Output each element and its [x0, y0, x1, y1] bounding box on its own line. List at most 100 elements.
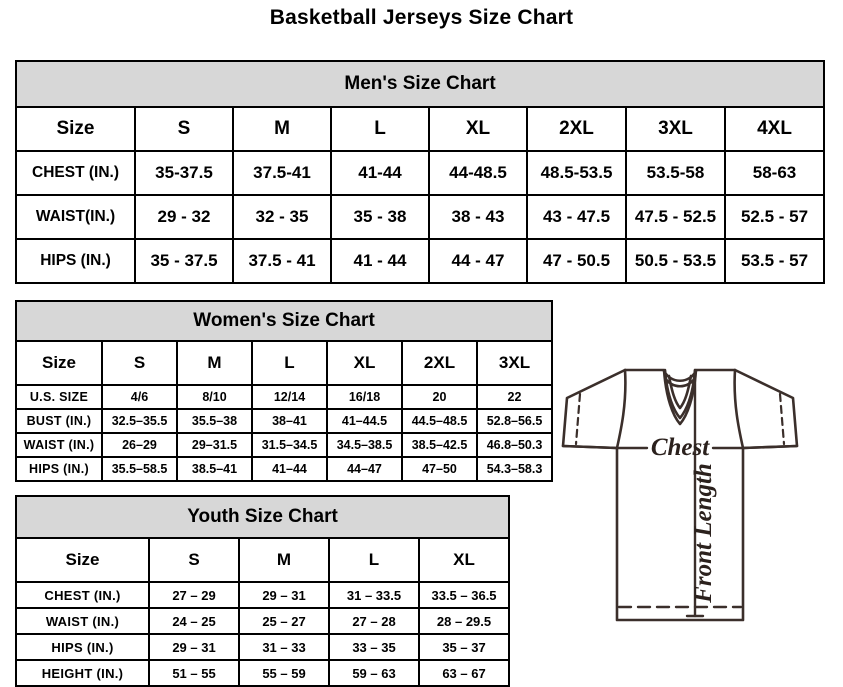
youth-row-label: WAIST (IN.) [15, 607, 150, 635]
table-row: WAIST(IN.) 29 - 32 32 - 35 35 - 38 38 - … [15, 194, 826, 240]
womens-header-xl: XL [326, 340, 403, 386]
womens-band-title: Women's Size Chart [14, 300, 554, 342]
womens-header-2xl: 2XL [401, 340, 478, 386]
youth-band-title: Youth Size Chart [14, 495, 511, 539]
youth-cell: 28 – 29.5 [417, 607, 511, 635]
womens-header-size: Size [15, 340, 103, 386]
mens-cell: 58-63 [723, 150, 826, 196]
mens-cell: 50.5 - 53.5 [625, 238, 726, 284]
youth-cell: 27 – 29 [148, 581, 240, 609]
youth-header-xl: XL [417, 537, 511, 583]
mens-cell: 35-37.5 [134, 150, 234, 196]
jersey-measurement-diagram: Chest Front Length [525, 358, 835, 658]
youth-cell: 35 – 37 [417, 633, 511, 661]
table-row: HIPS (IN.) 29 – 31 31 – 33 33 – 35 35 – … [15, 633, 511, 661]
womens-header-l: L [251, 340, 328, 386]
womens-cell: 29–31.5 [176, 432, 253, 458]
mens-size-chart-table: Men's Size Chart Size S M L XL 2XL 3XL 4… [14, 60, 826, 284]
womens-header-m: M [176, 340, 253, 386]
mens-cell: 52.5 - 57 [723, 194, 826, 240]
table-header-row: Size S M L XL 2XL 3XL 4XL [15, 106, 826, 152]
table-row: CHEST (IN.) 27 – 29 29 – 31 31 – 33.5 33… [15, 581, 511, 609]
table-row: CHEST (IN.) 35-37.5 37.5-41 41-44 44-48.… [15, 150, 826, 196]
right-cuff-stitch [778, 392, 786, 446]
mens-cell: 47.5 - 52.5 [625, 194, 726, 240]
mens-cell: 37.5-41 [232, 150, 332, 196]
mens-header-4xl: 4XL [723, 106, 826, 152]
mens-cell: 43 - 47.5 [526, 194, 627, 240]
youth-cell: 29 – 31 [148, 633, 240, 661]
womens-row-label: HIPS (IN.) [15, 456, 103, 482]
womens-cell: 22 [475, 384, 554, 410]
table-row: WAIST (IN.) 24 – 25 25 – 27 27 – 28 28 –… [15, 607, 511, 635]
womens-header-s: S [101, 340, 178, 386]
mens-header-s: S [134, 106, 234, 152]
mens-cell: 38 - 43 [428, 194, 528, 240]
table-row: HIPS (IN.) 35 - 37.5 37.5 - 41 41 - 44 4… [15, 238, 826, 284]
table-band-row: Men's Size Chart [14, 60, 826, 108]
left-armhole [615, 368, 627, 450]
womens-cell: 47–50 [401, 456, 478, 482]
womens-header-3xl: 3XL [475, 340, 554, 386]
youth-cell: 63 – 67 [417, 659, 511, 687]
page-title: Basketball Jerseys Size Chart [269, 6, 574, 29]
womens-cell: 44–47 [326, 456, 403, 482]
womens-cell: 8/10 [176, 384, 253, 410]
youth-header-m: M [238, 537, 330, 583]
mens-header-l: L [330, 106, 430, 152]
left-cuff-stitch [574, 392, 582, 446]
right-sleeve-outline [733, 368, 799, 450]
womens-row-label: U.S. SIZE [15, 384, 103, 410]
womens-row-label: BUST (IN.) [15, 408, 103, 434]
youth-header-size: Size [15, 537, 150, 583]
table-header-row: Size S M L XL [15, 537, 511, 583]
youth-row-label: HIPS (IN.) [15, 633, 150, 661]
table-row: BUST (IN.) 32.5–35.5 35.5–38 38–41 41–44… [15, 408, 554, 434]
collar-band-arc-2 [663, 376, 697, 388]
left-sleeve-outline [561, 368, 627, 450]
mens-cell: 35 - 37.5 [134, 238, 234, 284]
table-row: HEIGHT (IN.) 51 – 55 55 – 59 59 – 63 63 … [15, 659, 511, 687]
womens-cell: 41–44.5 [326, 408, 403, 434]
table-row: WAIST (IN.) 26–29 29–31.5 31.5–34.5 34.5… [15, 432, 554, 458]
collar-outer [623, 368, 737, 426]
youth-header-l: L [328, 537, 420, 583]
mens-cell: 41 - 44 [330, 238, 430, 284]
table-band-row: Women's Size Chart [14, 300, 554, 342]
womens-cell: 38.5–41 [176, 456, 253, 482]
womens-size-chart-table: Women's Size Chart Size S M L XL 2XL 3XL… [14, 300, 554, 482]
womens-cell: 31.5–34.5 [251, 432, 328, 458]
right-armhole [733, 368, 745, 450]
mens-header-size: Size [15, 106, 136, 152]
mens-row-label: CHEST (IN.) [15, 150, 136, 196]
youth-cell: 55 – 59 [238, 659, 330, 687]
youth-cell: 27 – 28 [328, 607, 420, 635]
youth-row-label: HEIGHT (IN.) [15, 659, 150, 687]
womens-cell: 12/14 [251, 384, 328, 410]
womens-cell: 46.8–50.3 [475, 432, 554, 458]
mens-header-2xl: 2XL [526, 106, 627, 152]
youth-cell: 33.5 – 36.5 [417, 581, 511, 609]
youth-cell: 29 – 31 [238, 581, 330, 609]
underarm-seam [561, 444, 799, 450]
womens-row-label: WAIST (IN.) [15, 432, 103, 458]
mens-cell: 47 - 50.5 [526, 238, 627, 284]
youth-cell: 25 – 27 [238, 607, 330, 635]
mens-cell: 29 - 32 [134, 194, 234, 240]
table-header-row: Size S M L XL 2XL 3XL [15, 340, 554, 386]
mens-cell: 53.5-58 [625, 150, 726, 196]
mens-cell: 32 - 35 [232, 194, 332, 240]
front-length-label: Front Length [690, 463, 717, 604]
vneck-line-2 [667, 374, 693, 410]
womens-cell: 52.8–56.5 [475, 408, 554, 434]
mens-row-label: HIPS (IN.) [15, 238, 136, 284]
youth-cell: 33 – 35 [328, 633, 420, 661]
mens-header-m: M [232, 106, 332, 152]
mens-row-label: WAIST(IN.) [15, 194, 136, 240]
womens-cell: 32.5–35.5 [101, 408, 178, 434]
mens-cell: 53.5 - 57 [723, 238, 826, 284]
vneck-line-1 [663, 368, 697, 420]
mens-cell: 44-48.5 [428, 150, 528, 196]
womens-cell: 26–29 [101, 432, 178, 458]
chest-label: Chest [651, 434, 710, 461]
